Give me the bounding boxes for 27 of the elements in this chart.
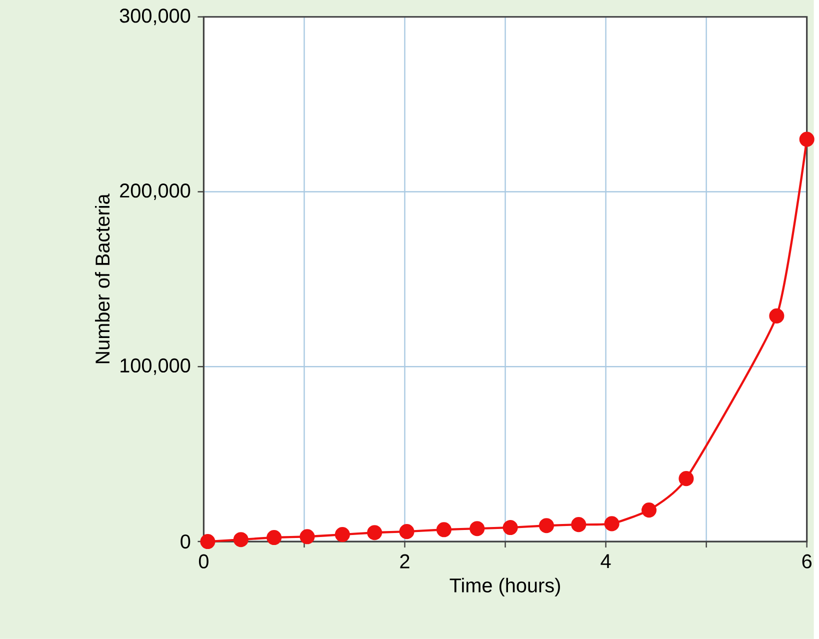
point xyxy=(571,517,586,532)
point xyxy=(266,530,282,546)
x-tick-label: 2 xyxy=(400,554,410,568)
point xyxy=(678,471,694,486)
point xyxy=(399,524,414,540)
point xyxy=(300,529,315,544)
point xyxy=(436,522,452,538)
y-axis-title: Number of Bacteria xyxy=(95,194,110,364)
point xyxy=(604,516,620,532)
point xyxy=(769,308,784,324)
point xyxy=(642,502,657,518)
point xyxy=(538,518,554,534)
x-tick-label: 0 xyxy=(198,554,208,568)
x-axis-title: Time (hours) xyxy=(450,578,560,596)
point xyxy=(470,521,485,536)
point xyxy=(367,525,382,540)
y-tick-label: 200,000 xyxy=(120,184,190,200)
x-tick-label: 4 xyxy=(600,554,611,568)
point xyxy=(200,534,216,550)
y-tick-label: 100,000 xyxy=(120,358,190,375)
point xyxy=(233,532,248,548)
point xyxy=(334,527,350,542)
y-tick-label: 300,000 xyxy=(120,8,190,26)
point xyxy=(799,132,814,147)
x-tick-label: 6 xyxy=(802,554,812,568)
y-tick-label: 0 xyxy=(180,534,190,549)
point xyxy=(502,520,518,536)
